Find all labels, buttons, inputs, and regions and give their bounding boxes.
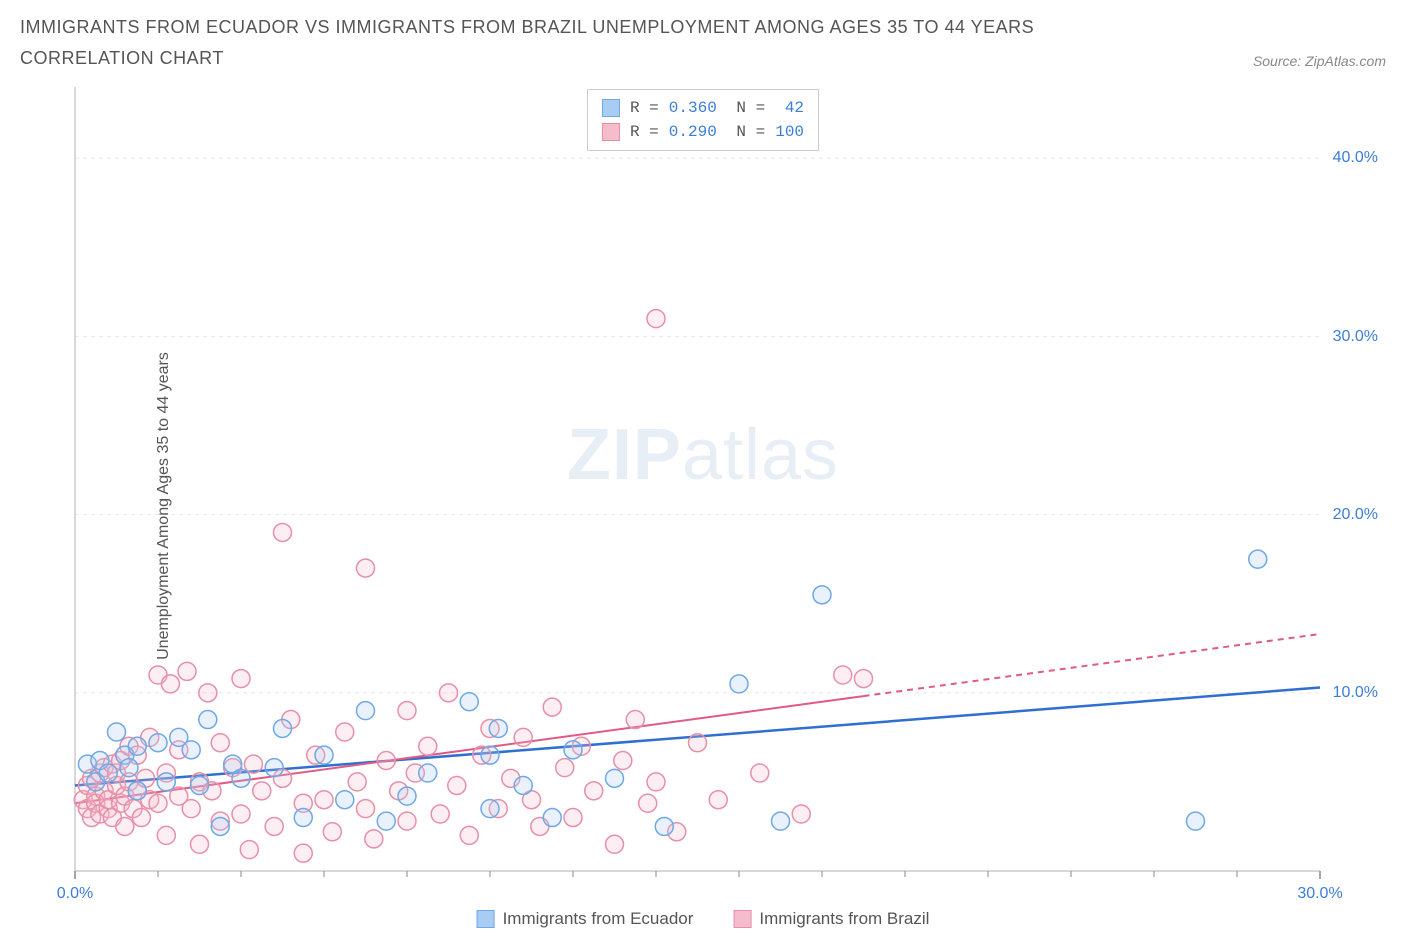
swatch-brazil	[602, 123, 620, 141]
y-tick-label: 20.0%	[1333, 506, 1378, 524]
scatter-chart	[20, 81, 1386, 931]
legend-row-brazil: R = 0.290 N = 100	[602, 120, 804, 144]
y-tick-label: 10.0%	[1333, 684, 1378, 702]
legend-label-brazil: Immigrants from Brazil	[759, 909, 929, 929]
legend-item-brazil: Immigrants from Brazil	[733, 909, 929, 929]
y-axis-label: Unemployment Among Ages 35 to 44 years	[155, 352, 173, 660]
r-value-brazil: 0.290	[669, 120, 717, 144]
y-tick-label: 30.0%	[1333, 328, 1378, 346]
legend-label-ecuador: Immigrants from Ecuador	[503, 909, 694, 929]
r-label: R =	[630, 96, 659, 120]
x-tick-label: 30.0%	[1297, 885, 1342, 903]
n-label: N =	[727, 120, 765, 144]
x-tick-label: 0.0%	[57, 885, 93, 903]
swatch-ecuador-bottom	[477, 910, 495, 928]
r-value-ecuador: 0.360	[669, 96, 717, 120]
chart-title: IMMIGRANTS FROM ECUADOR VS IMMIGRANTS FR…	[20, 12, 1120, 73]
n-value-ecuador: 42	[775, 96, 804, 120]
correlation-legend: R = 0.360 N = 42 R = 0.290 N = 100	[587, 89, 819, 151]
y-tick-label: 40.0%	[1333, 149, 1378, 167]
series-legend: Immigrants from Ecuador Immigrants from …	[477, 909, 930, 929]
n-label: N =	[727, 96, 765, 120]
chart-container: Unemployment Among Ages 35 to 44 years Z…	[20, 81, 1386, 931]
n-value-brazil: 100	[775, 120, 804, 144]
legend-row-ecuador: R = 0.360 N = 42	[602, 96, 804, 120]
swatch-ecuador	[602, 99, 620, 117]
swatch-brazil-bottom	[733, 910, 751, 928]
source-attribution: Source: ZipAtlas.com	[1253, 53, 1386, 73]
r-label: R =	[630, 120, 659, 144]
chart-header: IMMIGRANTS FROM ECUADOR VS IMMIGRANTS FR…	[20, 12, 1386, 73]
legend-item-ecuador: Immigrants from Ecuador	[477, 909, 694, 929]
